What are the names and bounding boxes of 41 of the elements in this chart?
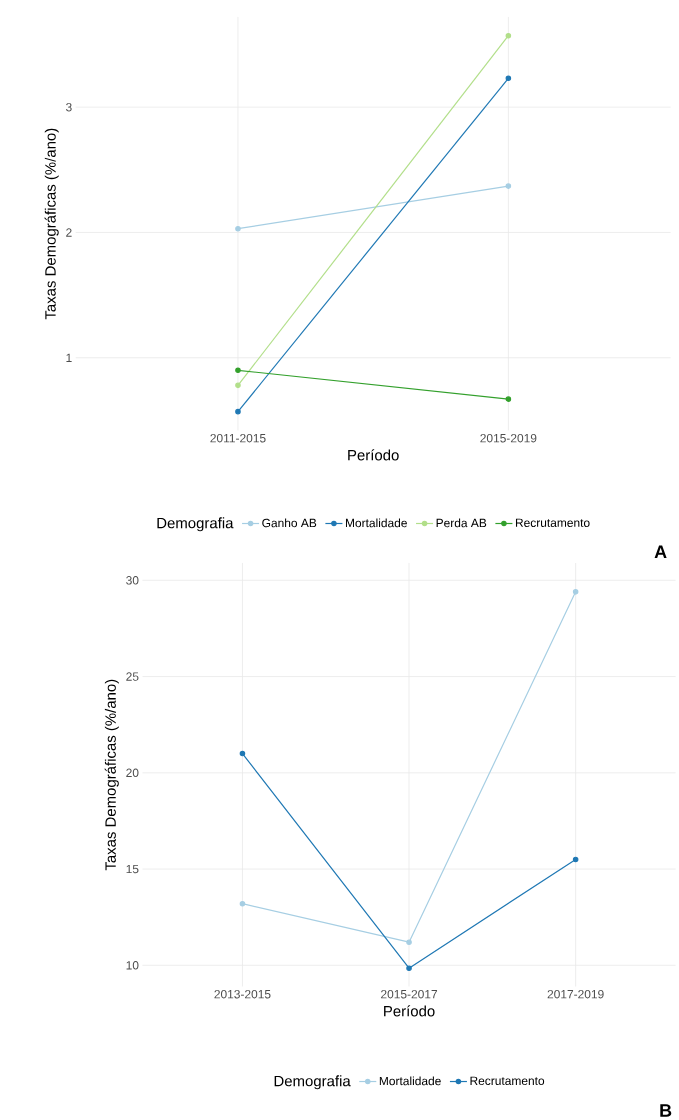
y-axis-title: Taxas Demográficas (%/ano): [44, 128, 59, 320]
y-tick-label: 20: [126, 768, 139, 778]
point: [505, 32, 512, 39]
text: B: [660, 1104, 672, 1117]
point: [406, 965, 413, 971]
point: [239, 750, 246, 757]
legend-label: Recrutamento: [516, 518, 590, 527]
point: [239, 900, 246, 907]
y-axis-title: Taxas Demográficas (%/ano): [104, 679, 120, 871]
point: [505, 183, 512, 189]
x-tick-label: 2013-2015: [214, 990, 271, 999]
y-tick-label: 15: [126, 864, 139, 874]
x-tick-label: 2015-2019: [480, 433, 537, 443]
x-axis-title: Período: [384, 1005, 435, 1017]
x-tick-label: 2011-2015: [210, 433, 266, 443]
point: [235, 408, 241, 415]
legend-title: Demografia: [157, 517, 234, 532]
x-axis-title: Período: [348, 449, 399, 461]
point: [505, 75, 512, 82]
y-tick-label: 1: [66, 353, 72, 362]
legend-label: Recrutamento: [470, 1076, 545, 1085]
legend-label: Ganho AB: [262, 518, 317, 528]
point: [235, 367, 241, 374]
y-tick-label: 30: [126, 576, 139, 585]
point: [573, 589, 579, 595]
point: [235, 382, 241, 389]
x-tick-label: 2015-2017: [381, 990, 438, 999]
x-tick-label: 2017-2019: [547, 990, 604, 999]
legend-label: Perda AB: [436, 518, 487, 528]
y-tick-label: 3: [66, 102, 72, 112]
legend-label: Mortalidade: [346, 518, 408, 528]
point: [505, 396, 512, 402]
point: [573, 856, 579, 863]
y-tick-label: 2: [66, 228, 72, 237]
legend-label: Mortalidade: [380, 1076, 442, 1086]
point: [235, 225, 241, 232]
point: [406, 939, 413, 945]
legend-title: Demografia: [274, 1075, 351, 1090]
y-tick-label: 25: [126, 672, 139, 681]
y-tick-label: 10: [126, 961, 139, 970]
text: A: [654, 545, 667, 558]
